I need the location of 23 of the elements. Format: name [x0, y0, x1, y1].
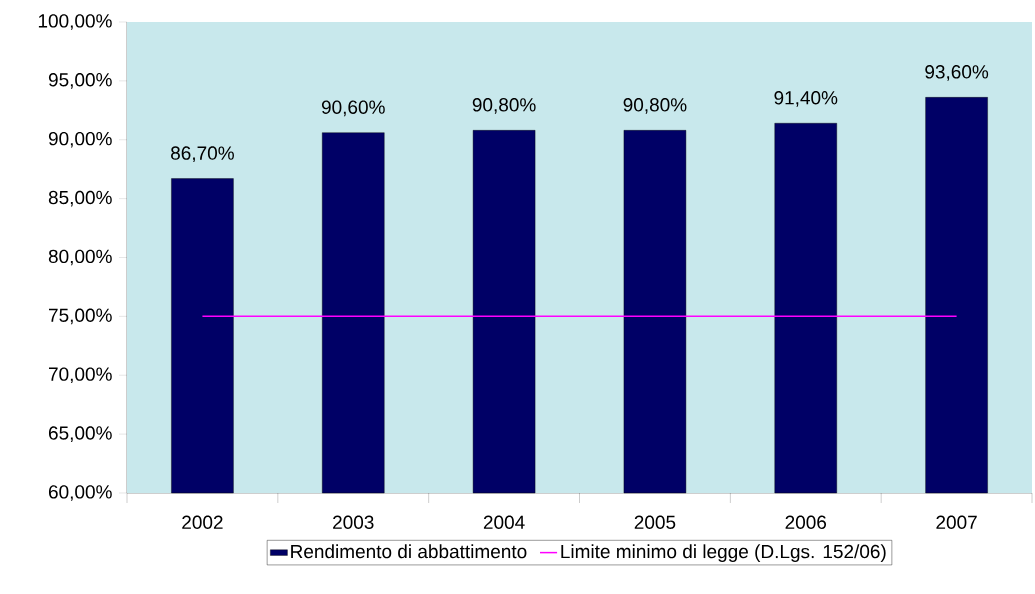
x-tick-label: 2006 — [785, 515, 827, 529]
y-tick-label: 100,00% — [38, 14, 112, 30]
y-tick-label: 85,00% — [48, 190, 112, 207]
data-label: 90,60% — [321, 100, 385, 117]
x-tick-label: 2003 — [333, 515, 374, 529]
legend-label: Rendimento di abbattimento — [291, 544, 527, 559]
data-label: 93,60% — [925, 65, 989, 81]
y-tick-label: 90,00% — [48, 131, 112, 148]
data-label: 90,80% — [623, 98, 687, 114]
y-tick-label: 80,00% — [48, 249, 112, 266]
x-tick-label: 2002 — [182, 515, 223, 529]
x-tick-label: 2007 — [936, 515, 977, 529]
y-tick-label: 95,00% — [48, 73, 112, 89]
data-label: 91,40% — [774, 91, 838, 107]
y-tick-label: 75,00% — [49, 308, 112, 325]
data-label: 86,70% — [171, 146, 234, 163]
y-tick-label: 60,00% — [48, 485, 112, 501]
data-label: 90,80% — [472, 98, 536, 114]
x-tick-label: 2004 — [483, 515, 525, 529]
y-tick-label: 70,00% — [49, 367, 112, 384]
legend-label: Limite minimo di legge (D.Lgs. 152/06) — [561, 544, 886, 563]
y-tick-label: 65,00% — [48, 426, 112, 442]
x-tick-label: 2005 — [634, 515, 676, 529]
